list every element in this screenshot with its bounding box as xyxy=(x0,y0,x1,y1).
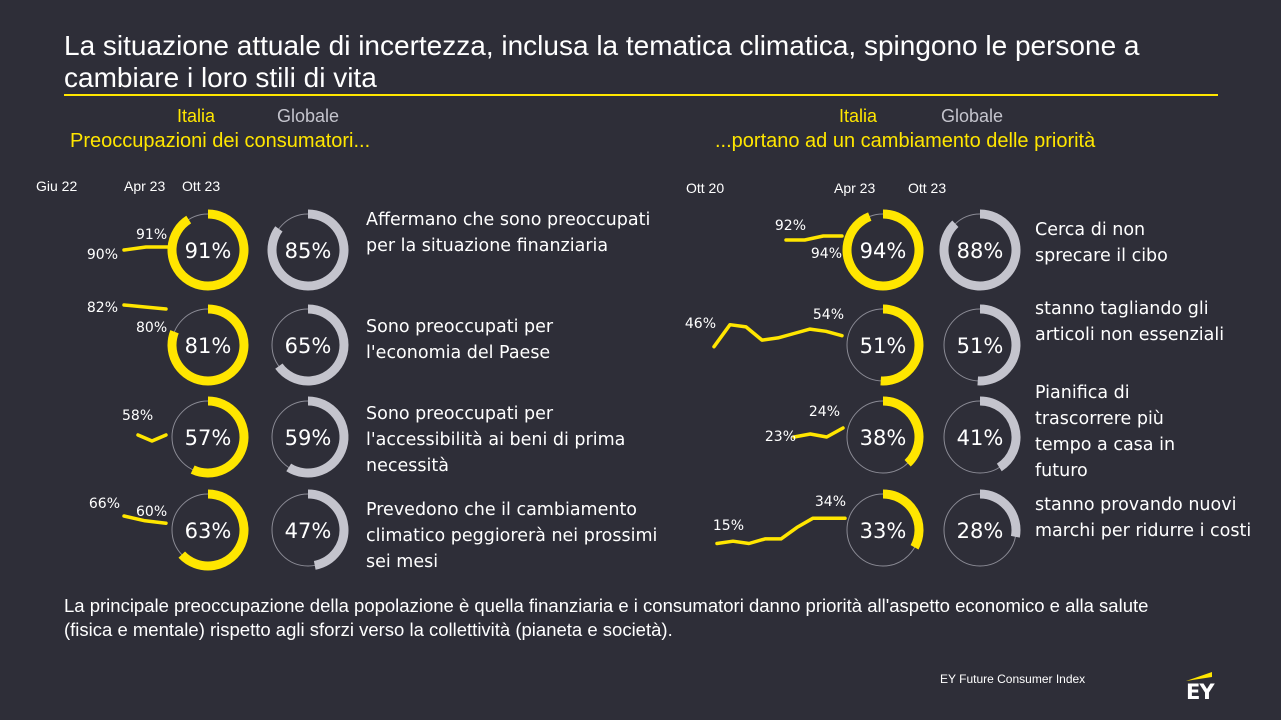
right-row-0-trend-end-label: 94% xyxy=(811,246,842,262)
right-row-2-trend-line xyxy=(792,426,845,439)
right-row-3-description: stanno provando nuovi marchi per ridurre… xyxy=(1035,495,1252,541)
right-row-2-trend-end-label: 24% xyxy=(809,404,840,420)
right-row-3-trend-line xyxy=(715,516,847,546)
left-row-1-trend-end-label: 80% xyxy=(136,320,167,336)
left-period-1: Apr 23 xyxy=(124,178,166,194)
right-row-1-trend-start-label: 46% xyxy=(685,316,716,332)
left-row-3-italia-donut-arc xyxy=(178,489,249,571)
right-row-3-globale-donut-value-label: 28% xyxy=(957,519,1004,543)
right-row-0-italia-donut-value-label: 94% xyxy=(860,239,907,263)
right-period-2: Ott 23 xyxy=(908,180,947,196)
source-note: EY Future Consumer Index xyxy=(940,672,1086,686)
left-period-2: Ott 23 xyxy=(182,178,221,194)
left-row-1-trend-start-label: 82% xyxy=(87,300,118,316)
left-row-3-globale-donut-value-label: 47% xyxy=(285,519,332,543)
right-row-1-italia-donut-value-label: 51% xyxy=(860,334,907,358)
left-row-1-trend-line xyxy=(122,303,168,311)
left-row-1-description: Sono preoccupati per l'economia del Paes… xyxy=(366,317,554,363)
left-row-2-globale-donut-arc xyxy=(286,396,349,478)
left-row-0-trend-end-label: 91% xyxy=(136,227,167,243)
slide-title: La situazione attuale di incertezza, inc… xyxy=(64,30,1140,93)
left-row-1-italia-donut-arc xyxy=(167,304,249,386)
right-row-2-trend-start-label: 23% xyxy=(765,429,796,445)
left-row-3-italia-donut-value-label: 63% xyxy=(185,519,232,543)
right-period-0: Ott 20 xyxy=(686,180,725,196)
right-row-3-globale-donut-arc xyxy=(979,489,1021,538)
left-row-3-description: Prevedono che il cambiamento climatico p… xyxy=(366,500,658,572)
right-row-1-description: stanno tagliando gli articoli non essenz… xyxy=(1035,299,1225,345)
right-row-1-trend-end-label: 54% xyxy=(813,307,844,323)
right-row-0-description: Cerca di non sprecare il cibo xyxy=(1035,220,1168,266)
legend-italia-right-label: Italia xyxy=(839,106,878,126)
right-row-1-globale-donut-arc xyxy=(977,304,1021,386)
title-underline xyxy=(64,94,1218,96)
left-row-0-trend-line xyxy=(122,245,170,252)
ey-logo-beam-icon xyxy=(1186,672,1212,681)
right-row-3-trend-end-label: 34% xyxy=(815,494,846,510)
right-row-3-trend-start-label: 15% xyxy=(713,518,744,534)
left-row-2-italia-donut-value-label: 57% xyxy=(185,426,232,450)
left-row-2-description: Sono preoccupati per l'accessibilità ai … xyxy=(366,404,626,476)
right-row-2-italia-donut-value-label: 38% xyxy=(860,426,907,450)
ey-logo: EY xyxy=(1182,670,1226,710)
right-row-1-trend-line xyxy=(712,322,844,349)
legend-italia-left-label: Italia xyxy=(177,106,216,126)
legend-globale-left: Globale xyxy=(277,106,339,127)
summary-text: La principale preoccupazione della popol… xyxy=(64,595,1149,640)
left-row-3-trend-start-label: 66% xyxy=(89,496,120,512)
left-row-2-italia-donut-arc xyxy=(190,396,249,478)
left-row-0-globale-donut-value-label: 85% xyxy=(285,239,332,263)
left-row-3-globale-donut-arc xyxy=(307,489,349,570)
right-row-0-trend-line xyxy=(784,234,844,242)
legend-globale-right-label: Globale xyxy=(941,106,1004,126)
left-row-1-globale-donut-value-label: 65% xyxy=(285,334,332,358)
right-row-2-globale-donut-arc xyxy=(979,396,1021,472)
right-subtitle: ...portano ad un cambiamento delle prior… xyxy=(715,130,1096,152)
right-row-1-globale-donut-value-label: 51% xyxy=(957,334,1004,358)
right-row-1-italia-donut-arc xyxy=(880,304,924,386)
legend-italia-left: Italia xyxy=(177,106,215,127)
right-row-0-globale-donut-value-label: 88% xyxy=(957,239,1004,263)
left-row-3-trend-line xyxy=(122,514,168,525)
right-row-0-italia-donut-arc xyxy=(842,209,924,291)
right-row-3-italia-donut-arc xyxy=(882,489,924,550)
legend-italia-right: Italia xyxy=(839,106,877,127)
left-row-0-trend-start-label: 90% xyxy=(87,247,118,263)
left-row-0-description: Affermano che sono preoccupati per la si… xyxy=(366,210,651,256)
left-subtitle: Preoccupazioni dei consumatori... xyxy=(70,130,371,152)
left-row-2-trend-line xyxy=(136,433,168,443)
right-row-0-globale-donut-arc xyxy=(939,209,1021,291)
left-row-2-trend-end-label: 58% xyxy=(122,408,153,424)
legend-globale-left-label: Globale xyxy=(277,106,340,126)
left-row-1-globale-donut-arc xyxy=(275,304,349,386)
left-row-2-globale-donut-value-label: 59% xyxy=(285,426,332,450)
left-row-0-italia-donut-arc xyxy=(167,209,249,291)
left-row-3-trend-end-label: 60% xyxy=(136,504,167,520)
right-row-2-italia-donut-arc xyxy=(882,396,924,467)
ey-logo-text: EY xyxy=(1186,680,1215,704)
legend-globale-right: Globale xyxy=(941,106,1003,127)
right-row-2-globale-donut-value-label: 41% xyxy=(957,426,1004,450)
right-period-1: Apr 23 xyxy=(834,180,876,196)
left-row-1-italia-donut-value-label: 81% xyxy=(185,334,232,358)
right-row-2-description: Pianifica di trascorrere più tempo a cas… xyxy=(1035,383,1176,481)
left-row-0-globale-donut-arc xyxy=(267,209,349,291)
left-period-0: Giu 22 xyxy=(36,178,78,194)
right-row-3-italia-donut-value-label: 33% xyxy=(860,519,907,543)
left-row-0-italia-donut-value-label: 91% xyxy=(185,239,232,263)
right-row-0-trend-start-label: 92% xyxy=(775,218,806,234)
